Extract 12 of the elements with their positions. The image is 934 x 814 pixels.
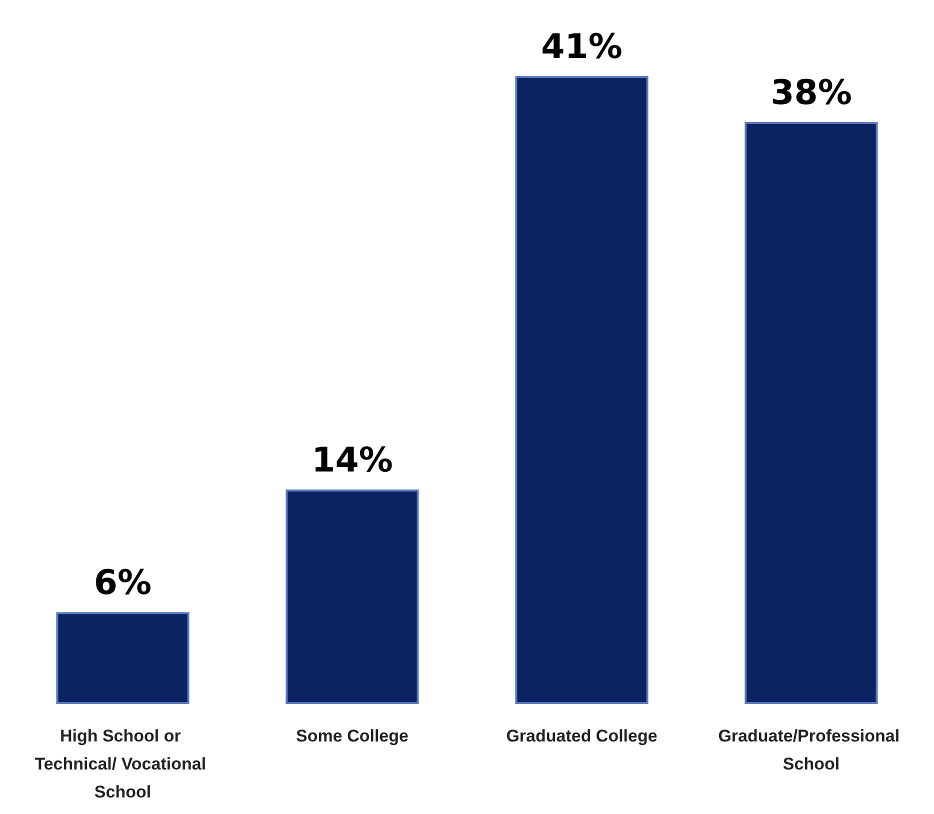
bar <box>515 76 648 704</box>
data-label: 41% <box>541 27 622 67</box>
bar <box>56 612 190 704</box>
bar <box>744 122 878 704</box>
data-label: 14% <box>312 440 393 481</box>
x-tick-label: High School or Technical/ Vocational School <box>34 726 211 802</box>
data-label: 38% <box>770 72 852 113</box>
x-tick-label: Some College <box>296 726 408 746</box>
data-label: 6% <box>94 563 152 604</box>
x-tick-label: Graduated College <box>506 726 658 746</box>
x-tick-label: Graduate/Professional School <box>718 726 904 774</box>
bar <box>286 490 419 704</box>
